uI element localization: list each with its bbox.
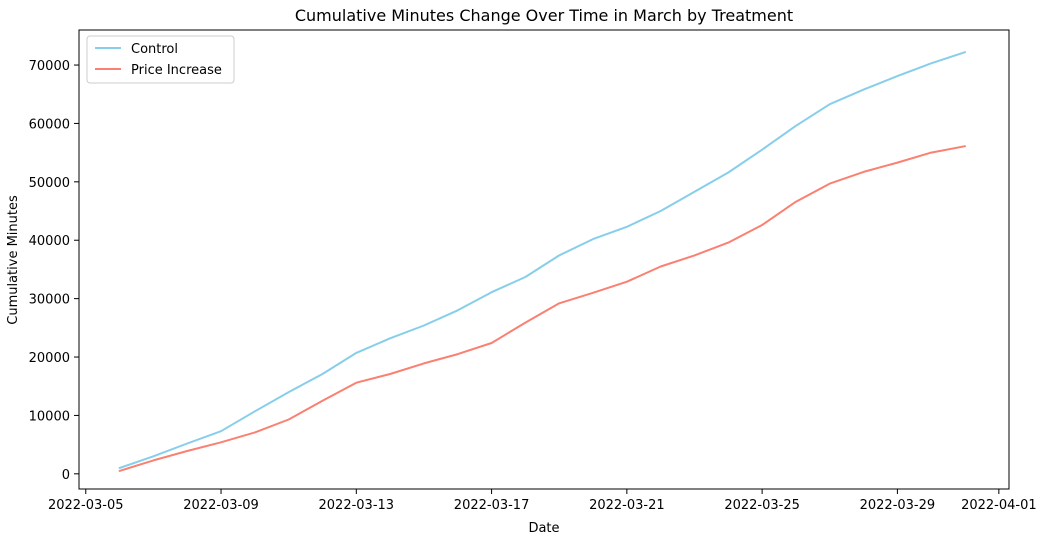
y-tick-label: 10000	[29, 409, 70, 424]
y-tick-label: 50000	[29, 176, 70, 191]
series-line-price-increase	[118, 145, 966, 472]
x-axis: 2022-03-05 2022-03-09 2022-03-13 2022-03-17…	[48, 489, 1037, 513]
x-axis-label: Date	[528, 521, 559, 536]
x-tick-label: 2022-03-29	[860, 498, 936, 513]
legend-label-control: Control	[131, 42, 178, 57]
x-tick-label: 2022-03-05	[48, 498, 124, 513]
y-tick-label: 20000	[29, 351, 70, 366]
series-lines	[118, 51, 966, 472]
x-tick-label: 2022-03-09	[183, 498, 259, 513]
y-tick-label: 0	[62, 468, 70, 483]
y-tick-label: 30000	[29, 293, 70, 308]
x-tick-label: 2022-03-17	[454, 498, 530, 513]
plot-area-frame	[78, 29, 1010, 490]
y-axis: 0 10000 20000 30000 40000 50000 60000 70000	[29, 59, 79, 483]
y-axis-label: Cumulative Minutes	[6, 195, 21, 325]
y-tick-label: 60000	[29, 117, 70, 132]
chart-title: Cumulative Minutes Change Over Time in M…	[295, 6, 793, 25]
x-tick-label: 2022-03-21	[589, 498, 665, 513]
legend: Control Price Increase	[86, 35, 235, 84]
x-tick-label: 2022-03-13	[319, 498, 395, 513]
legend-box	[86, 35, 235, 84]
series-line-control	[118, 51, 966, 469]
x-tick-label: 2022-04-01	[961, 498, 1037, 513]
legend-label-price-increase: Price Increase	[131, 63, 222, 78]
y-tick-label: 40000	[29, 234, 70, 249]
x-tick-label: 2022-03-25	[724, 498, 800, 513]
y-tick-label: 70000	[29, 59, 70, 74]
